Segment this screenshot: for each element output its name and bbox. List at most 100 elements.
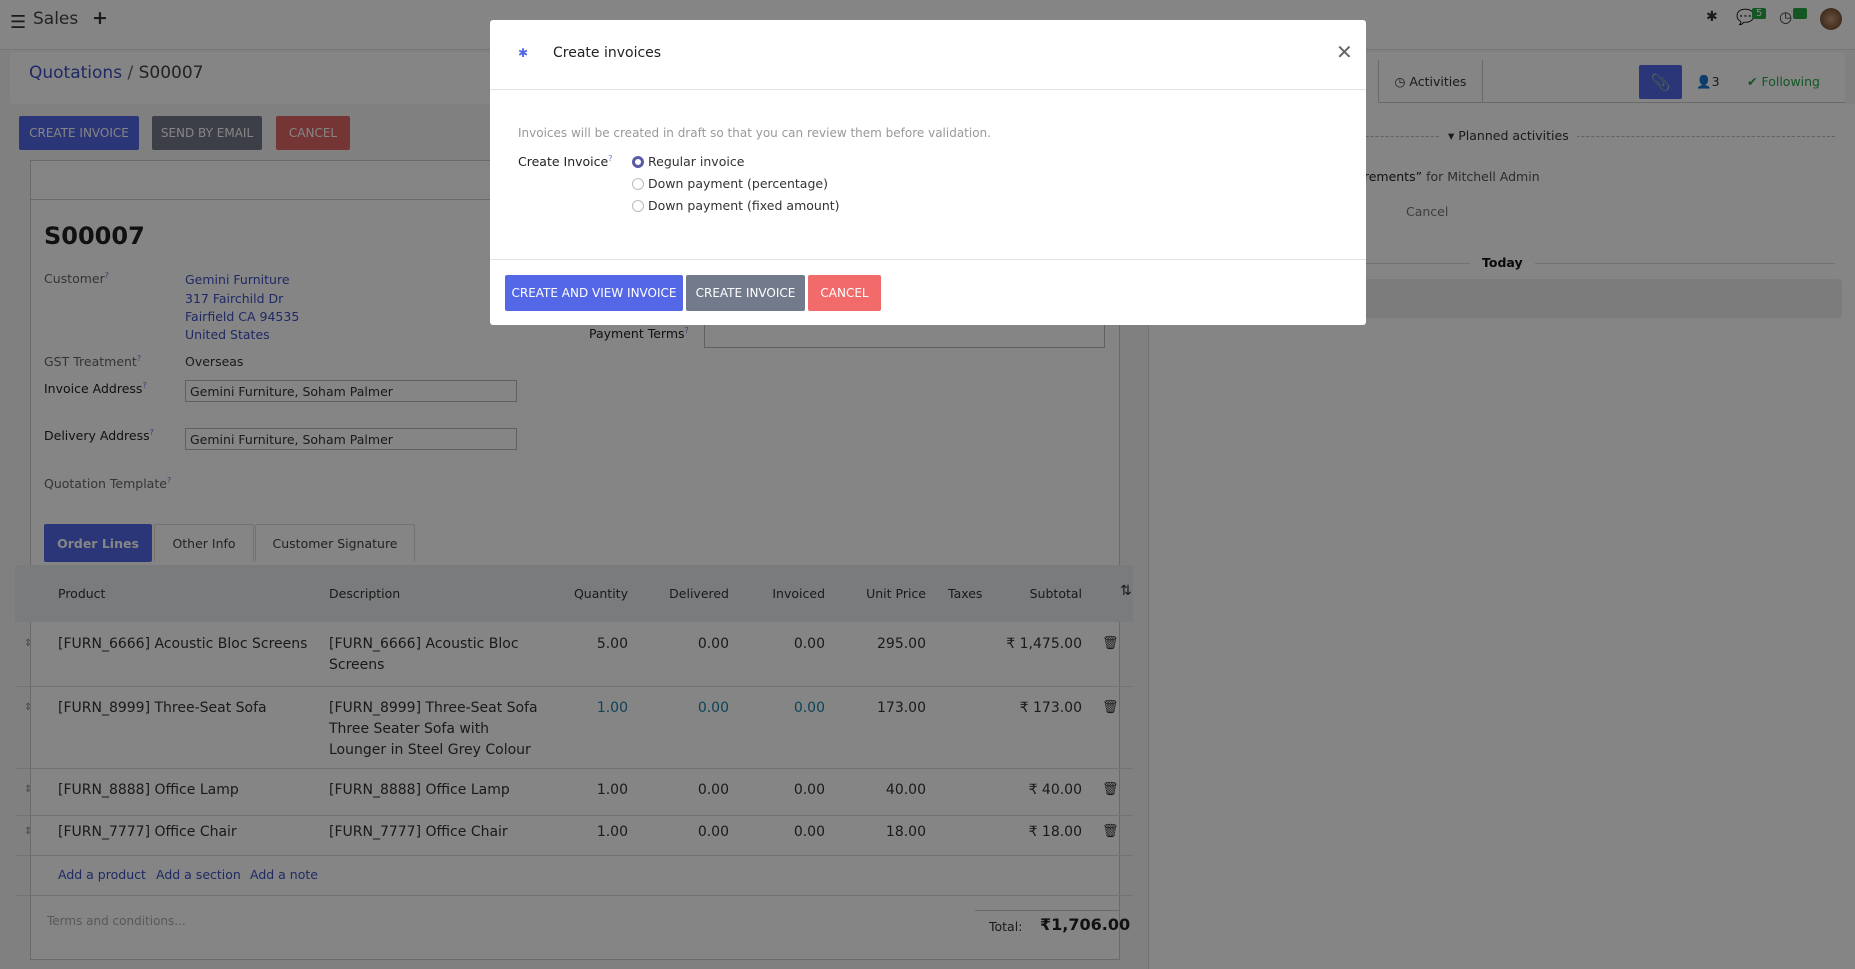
following-button[interactable]: ✔ Following	[1747, 74, 1820, 89]
create-and-view-invoice-button[interactable]: CREATE AND VIEW INVOICE	[505, 275, 683, 311]
col-unit-price[interactable]: Unit Price	[866, 586, 926, 601]
delivered-cell[interactable]: 0.00	[697, 782, 729, 798]
create-invoice-dialog-button[interactable]: CREATE INVOICE	[686, 275, 805, 311]
planned-activities-toggle[interactable]: ▾ Planned activities	[1440, 128, 1577, 143]
delivered-cell[interactable]: 0.00	[697, 700, 729, 716]
tab-customer-signature[interactable]: Customer Signature	[255, 524, 415, 562]
col-delivered[interactable]: Delivered	[669, 586, 729, 601]
description-cell[interactable]: Lounger in Steel Grey Colour	[329, 742, 531, 758]
invoiced-cell: 0.00	[793, 700, 825, 716]
app-name[interactable]: Sales	[33, 9, 79, 29]
customer-country: United States	[185, 327, 270, 342]
description-cell[interactable]: Screens	[329, 657, 385, 673]
trash-icon[interactable]: 🗑	[1102, 700, 1119, 715]
delivery-address-input[interactable]: Gemini Furniture, Soham Palmer	[185, 428, 517, 450]
column-settings-icon[interactable]: ⇅	[1120, 583, 1132, 599]
drag-handle-icon[interactable]: ⇕	[24, 784, 33, 795]
customer-label: Customer?	[44, 271, 109, 287]
attachment-button[interactable]: 📎	[1639, 65, 1682, 99]
col-invoiced[interactable]: Invoiced	[772, 586, 825, 601]
col-quantity[interactable]: Quantity	[573, 586, 628, 601]
unit-price-cell[interactable]: 40.00	[885, 782, 926, 798]
add-note-link[interactable]: Add a note	[250, 867, 318, 882]
debug-bug-icon: ✱	[518, 46, 529, 60]
option-down-payment-percentage[interactable]: Down payment (percentage)	[648, 176, 828, 191]
description-cell[interactable]: [FURN_8888] Office Lamp	[329, 782, 510, 798]
unit-price-cell[interactable]: 173.00	[877, 700, 926, 716]
radio-regular-invoice[interactable]	[632, 156, 644, 168]
quantity-cell[interactable]: 5.00	[596, 636, 628, 652]
footer-divider	[490, 259, 1366, 260]
hamburger-icon[interactable]: ☰	[10, 12, 27, 33]
tab-other-info[interactable]: Other Info	[154, 524, 254, 562]
messages-icon[interactable]: 💬	[1736, 8, 1755, 26]
quantity-cell[interactable]: 1.00	[596, 782, 628, 798]
customer-city: Fairfield CA 94535	[185, 309, 300, 324]
total-divider	[975, 910, 1120, 911]
product-cell[interactable]: [FURN_6666] Acoustic Bloc Screens	[58, 636, 308, 652]
trash-icon[interactable]: 🗑	[1102, 636, 1119, 651]
activity-clock-icon[interactable]: ◷	[1779, 8, 1793, 26]
option-regular-invoice[interactable]: Regular invoice	[648, 154, 745, 169]
tab-order-lines[interactable]: Order Lines	[44, 524, 152, 562]
trash-icon[interactable]: 🗑	[1102, 782, 1119, 797]
drag-handle-icon[interactable]: ⇕	[24, 826, 33, 837]
activity-cancel-link[interactable]: Cancel	[1406, 204, 1449, 219]
col-description[interactable]: Description	[329, 586, 401, 601]
product-cell[interactable]: [FURN_8999] Three-Seat Sofa	[58, 700, 267, 716]
terms-input[interactable]: Terms and conditions...	[47, 914, 186, 928]
create-invoices-dialog: ✱ Create invoices ✕ Invoices will be cre…	[490, 20, 1366, 325]
delivered-cell[interactable]: 0.00	[697, 636, 729, 652]
quantity-cell[interactable]: 1.00	[596, 824, 628, 840]
close-icon[interactable]: ✕	[1336, 40, 1353, 64]
quantity-cell[interactable]: 1.00	[596, 700, 628, 716]
gst-value: Overseas	[185, 354, 244, 369]
product-cell[interactable]: [FURN_7777] Office Chair	[58, 824, 237, 840]
cancel-order-button[interactable]: CANCEL	[276, 116, 350, 150]
add-product-link[interactable]: Add a product	[58, 867, 146, 882]
radio-down-payment-fixed[interactable]	[632, 200, 644, 212]
breadcrumb-sep: /	[127, 63, 134, 83]
invoice-address-input[interactable]: Gemini Furniture, Soham Palmer	[185, 380, 517, 402]
breadcrumb-quotations[interactable]: Quotations	[29, 63, 123, 83]
add-section-link[interactable]: Add a section	[156, 867, 241, 882]
description-cell[interactable]: [FURN_8999] Three-Seat Sofa	[329, 700, 538, 716]
unit-price-cell[interactable]: 18.00	[885, 824, 926, 840]
invoiced-cell: 0.00	[793, 824, 825, 840]
col-taxes[interactable]: Taxes	[948, 586, 983, 601]
payment-terms-input[interactable]	[704, 322, 1105, 348]
total-value: ₹1,706.00	[1040, 915, 1131, 934]
send-by-email-button[interactable]: SEND BY EMAIL	[152, 116, 262, 150]
radio-down-payment-percentage[interactable]	[632, 178, 644, 190]
product-cell[interactable]: [FURN_8888] Office Lamp	[58, 782, 239, 798]
description-cell[interactable]: [FURN_7777] Office Chair	[329, 824, 508, 840]
divider	[15, 895, 1133, 896]
trash-icon[interactable]: 🗑	[1102, 824, 1119, 839]
cancel-dialog-button[interactable]: CANCEL	[808, 275, 881, 311]
description-cell[interactable]: Three Seater Sofa with	[329, 721, 490, 737]
plus-icon[interactable]: +	[92, 7, 108, 29]
invoiced-cell: 0.00	[793, 636, 825, 652]
col-subtotal[interactable]: Subtotal	[1029, 586, 1082, 601]
unit-price-cell[interactable]: 295.00	[877, 636, 926, 652]
order-title: S00007	[44, 222, 145, 250]
invoiced-cell: 0.00	[793, 782, 825, 798]
description-cell[interactable]: [FURN_6666] Acoustic Bloc	[329, 636, 519, 652]
customer-name[interactable]: Gemini Furniture	[185, 272, 290, 287]
dialog-info: Invoices will be created in draft so tha…	[518, 126, 991, 140]
col-product[interactable]: Product	[58, 586, 106, 601]
gst-label: GST Treatment?	[44, 354, 142, 370]
delivered-cell[interactable]: 0.00	[697, 824, 729, 840]
subtotal-cell: ₹ 173.00	[1019, 700, 1082, 716]
option-down-payment-fixed[interactable]: Down payment (fixed amount)	[648, 198, 840, 213]
activities-tab[interactable]: ◷ Activities	[1378, 60, 1483, 102]
avatar[interactable]	[1820, 8, 1842, 30]
drag-handle-icon[interactable]: ⇕	[24, 702, 33, 713]
message-box	[1360, 279, 1842, 318]
create-invoice-button[interactable]: CREATE INVOICE	[19, 116, 139, 150]
delivery-address-label: Delivery Address?	[44, 428, 154, 444]
debug-icon[interactable]: ✱	[1706, 9, 1718, 25]
followers-button[interactable]: 👤3	[1696, 74, 1720, 89]
breadcrumb-current: S00007	[138, 63, 204, 83]
drag-handle-icon[interactable]: ⇕	[24, 638, 33, 649]
